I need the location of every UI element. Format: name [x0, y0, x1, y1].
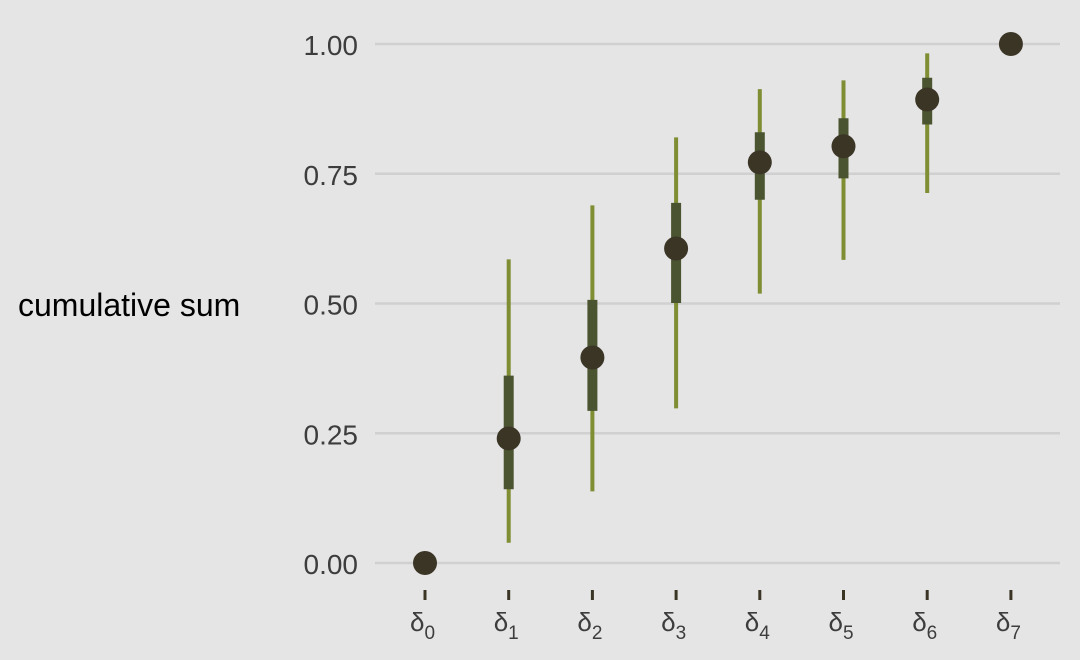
y-tick-labels: 0.00 0.25 0.50 0.75 1.00 [304, 30, 359, 580]
data-point [831, 134, 856, 159]
data-point [413, 551, 437, 575]
data-point [580, 345, 605, 370]
x-tick-label: δ2 [577, 607, 602, 644]
x-tick-labels: δ0 δ1 δ2 δ3 δ4 δ5 δ6 δ7 [410, 590, 1021, 644]
x-tick-label: δ1 [494, 607, 519, 644]
points [413, 32, 1023, 575]
y-axis-label: cumulative sum [18, 287, 240, 323]
y-tick-label: 0.25 [304, 419, 359, 450]
x-tick-label: δ3 [661, 607, 686, 644]
data-point [915, 87, 940, 112]
data-point [998, 32, 1023, 56]
grid-layer [375, 42, 1060, 565]
y-tick-label: 0.50 [304, 290, 359, 321]
x-tick-label: δ0 [410, 607, 435, 644]
y-tick-label: 1.00 [304, 30, 359, 61]
data-point [496, 426, 521, 451]
x-tick-label: δ7 [996, 607, 1021, 644]
x-tick-label: δ5 [829, 607, 854, 644]
x-tick-label: δ4 [745, 607, 770, 644]
y-tick-label: 0.75 [304, 160, 359, 191]
y-tick-label: 0.00 [304, 549, 359, 580]
data-point [747, 150, 772, 175]
x-tick-label: δ6 [912, 607, 937, 644]
data-point [664, 236, 689, 261]
